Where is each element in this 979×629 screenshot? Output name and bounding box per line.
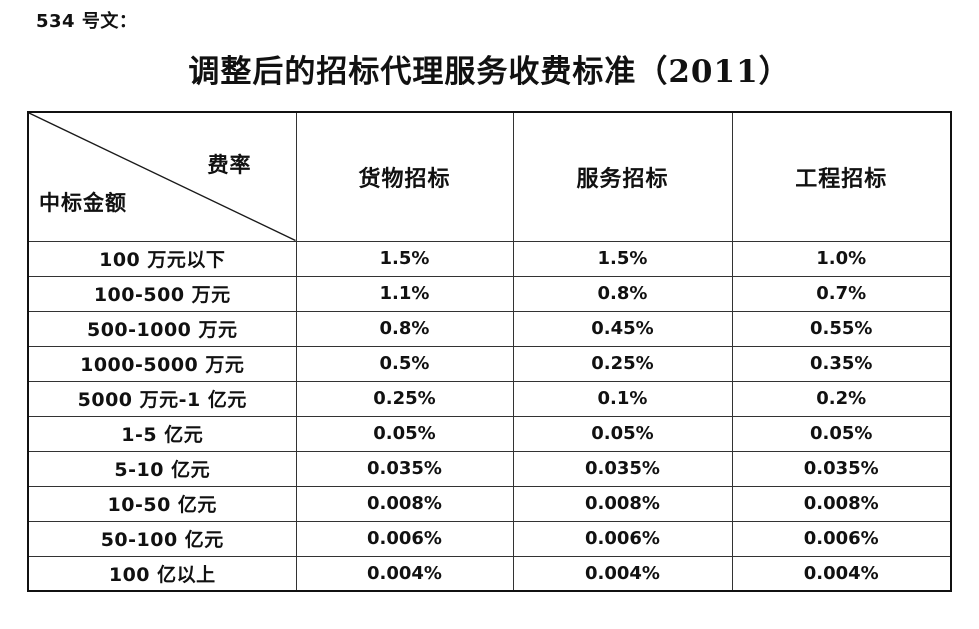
rate-cell: 0.004% (512, 555, 733, 592)
fee-table: 费率 中标金额 货物招标 服务招标 工程招标 100 万元以下 1.5% 1.5… (27, 111, 952, 592)
table-row: 100-500 万元 1.1% 0.8% 0.7% (27, 275, 952, 312)
table-row: 1000-5000 万元 0.5% 0.25% 0.35% (27, 345, 952, 382)
amount-range-cell: 10-50 亿元 (27, 485, 297, 522)
rate-cell: 0.004% (731, 555, 952, 592)
rate-cell: 0.008% (512, 485, 733, 522)
rate-cell: 0.35% (731, 345, 952, 382)
amount-range-cell: 500-1000 万元 (27, 310, 297, 347)
rate-cell: 0.008% (731, 485, 952, 522)
table-row: 10-50 亿元 0.008% 0.008% 0.008% (27, 485, 952, 522)
rate-cell: 0.7% (731, 275, 952, 312)
rate-cell: 0.05% (731, 415, 952, 452)
rate-cell: 0.45% (512, 310, 733, 347)
page-title: 调整后的招标代理服务收费标准（2011） (188, 54, 791, 90)
rate-cell: 0.006% (295, 520, 514, 557)
rate-cell: 1.5% (295, 240, 514, 277)
doc-number-label: 534 号文： (36, 11, 138, 32)
rate-cell: 0.004% (295, 555, 514, 592)
rate-cell: 0.035% (731, 450, 952, 487)
amount-range-cell: 5-10 亿元 (27, 450, 297, 487)
rate-cell: 0.006% (512, 520, 733, 557)
rate-cell: 0.006% (731, 520, 952, 557)
rate-cell: 0.035% (512, 450, 733, 487)
amount-range-cell: 5000 万元-1 亿元 (27, 380, 297, 417)
rate-cell: 0.55% (731, 310, 952, 347)
rate-cell: 0.05% (512, 415, 733, 452)
rate-cell: 0.5% (295, 345, 514, 382)
rate-cell: 0.2% (731, 380, 952, 417)
amount-range-cell: 50-100 亿元 (27, 520, 297, 557)
corner-label-bid-amount: 中标金额 (39, 190, 127, 215)
column-header-engineering: 工程招标 (731, 111, 952, 242)
rate-cell: 0.8% (295, 310, 514, 347)
amount-range-cell: 100-500 万元 (27, 275, 297, 312)
table-row: 100 亿以上 0.004% 0.004% 0.004% (27, 555, 952, 592)
table-row: 50-100 亿元 0.006% 0.006% 0.006% (27, 520, 952, 557)
amount-range-cell: 1000-5000 万元 (27, 345, 297, 382)
rate-cell: 0.035% (295, 450, 514, 487)
column-header-services: 服务招标 (512, 111, 733, 242)
amount-range-cell: 1-5 亿元 (27, 415, 297, 452)
table-row: 500-1000 万元 0.8% 0.45% 0.55% (27, 310, 952, 347)
table-row: 100 万元以下 1.5% 1.5% 1.0% (27, 240, 952, 277)
rate-cell: 0.25% (295, 380, 514, 417)
rate-cell: 0.05% (295, 415, 514, 452)
amount-range-cell: 100 亿以上 (27, 555, 297, 592)
corner-header-cell: 费率 中标金额 (27, 111, 297, 242)
diagonal-divider-line (29, 113, 296, 241)
corner-label-rate: 费率 (207, 152, 252, 177)
column-header-goods: 货物招标 (295, 111, 514, 242)
table-row: 5000 万元-1 亿元 0.25% 0.1% 0.2% (27, 380, 952, 417)
amount-range-cell: 100 万元以下 (27, 240, 297, 277)
rate-cell: 1.5% (512, 240, 733, 277)
table-row: 5-10 亿元 0.035% 0.035% 0.035% (27, 450, 952, 487)
table-row: 1-5 亿元 0.05% 0.05% 0.05% (27, 415, 952, 452)
rate-cell: 0.1% (512, 380, 733, 417)
rate-cell: 1.0% (731, 240, 952, 277)
table-header-row: 费率 中标金额 货物招标 服务招标 工程招标 (27, 111, 952, 242)
rate-cell: 1.1% (295, 275, 514, 312)
rate-cell: 0.008% (295, 485, 514, 522)
rate-cell: 0.8% (512, 275, 733, 312)
rate-cell: 0.25% (512, 345, 733, 382)
